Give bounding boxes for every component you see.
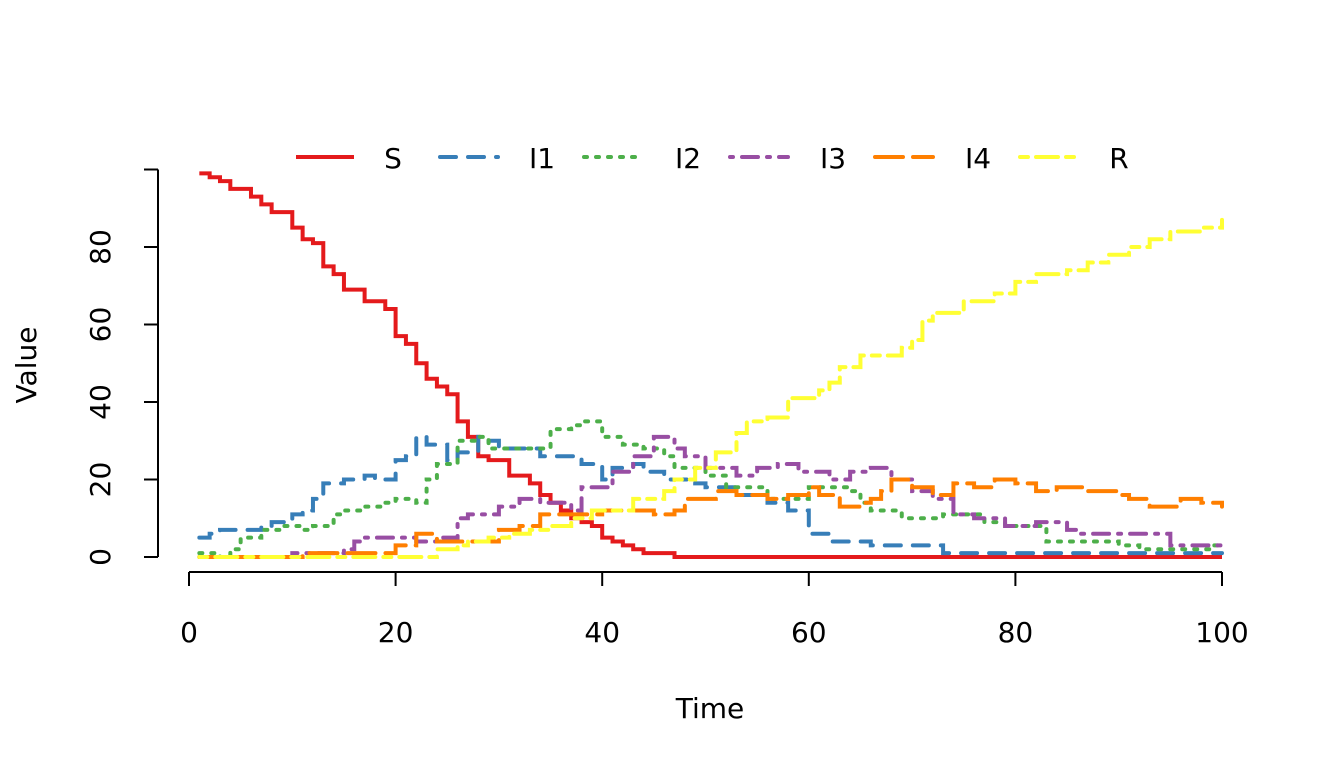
y-tick-label: 20 [84,462,117,498]
series-layer [197,171,1224,559]
y-tick-label: 40 [84,384,117,420]
series-line-i2 [197,419,1224,559]
x-tick-label: 40 [584,616,620,649]
x-tick-label: 20 [378,616,414,649]
x-tick-label: 0 [180,616,198,649]
legend-label-r: R [1109,142,1128,175]
legend-label-i4: I4 [965,142,991,175]
y-tick-label: 60 [84,307,117,343]
series-line-i1 [197,434,1224,556]
axes: 0 20 40 60 80 100 0 20 40 60 80 [84,168,1249,649]
x-tick-label: 80 [998,616,1034,649]
x-tick-label: 100 [1195,616,1248,649]
y-axis-label: Value [10,327,43,404]
legend-label-i1: I1 [529,142,555,175]
x-axis-label: Time [675,692,745,725]
legend-label-s: S [384,142,402,175]
series-line-i4 [197,477,1224,559]
series-line-i3 [197,434,1224,559]
legend: S I1 I2 I3 I4 R [296,142,1129,175]
legend-label-i3: I3 [820,142,846,175]
x-tick-label: 60 [791,616,827,649]
legend-label-i2: I2 [675,142,701,175]
y-tick-label: 80 [84,229,117,265]
series-line-r [197,217,1224,559]
y-tick-label: 0 [84,548,117,566]
series-line-s [199,171,1222,559]
